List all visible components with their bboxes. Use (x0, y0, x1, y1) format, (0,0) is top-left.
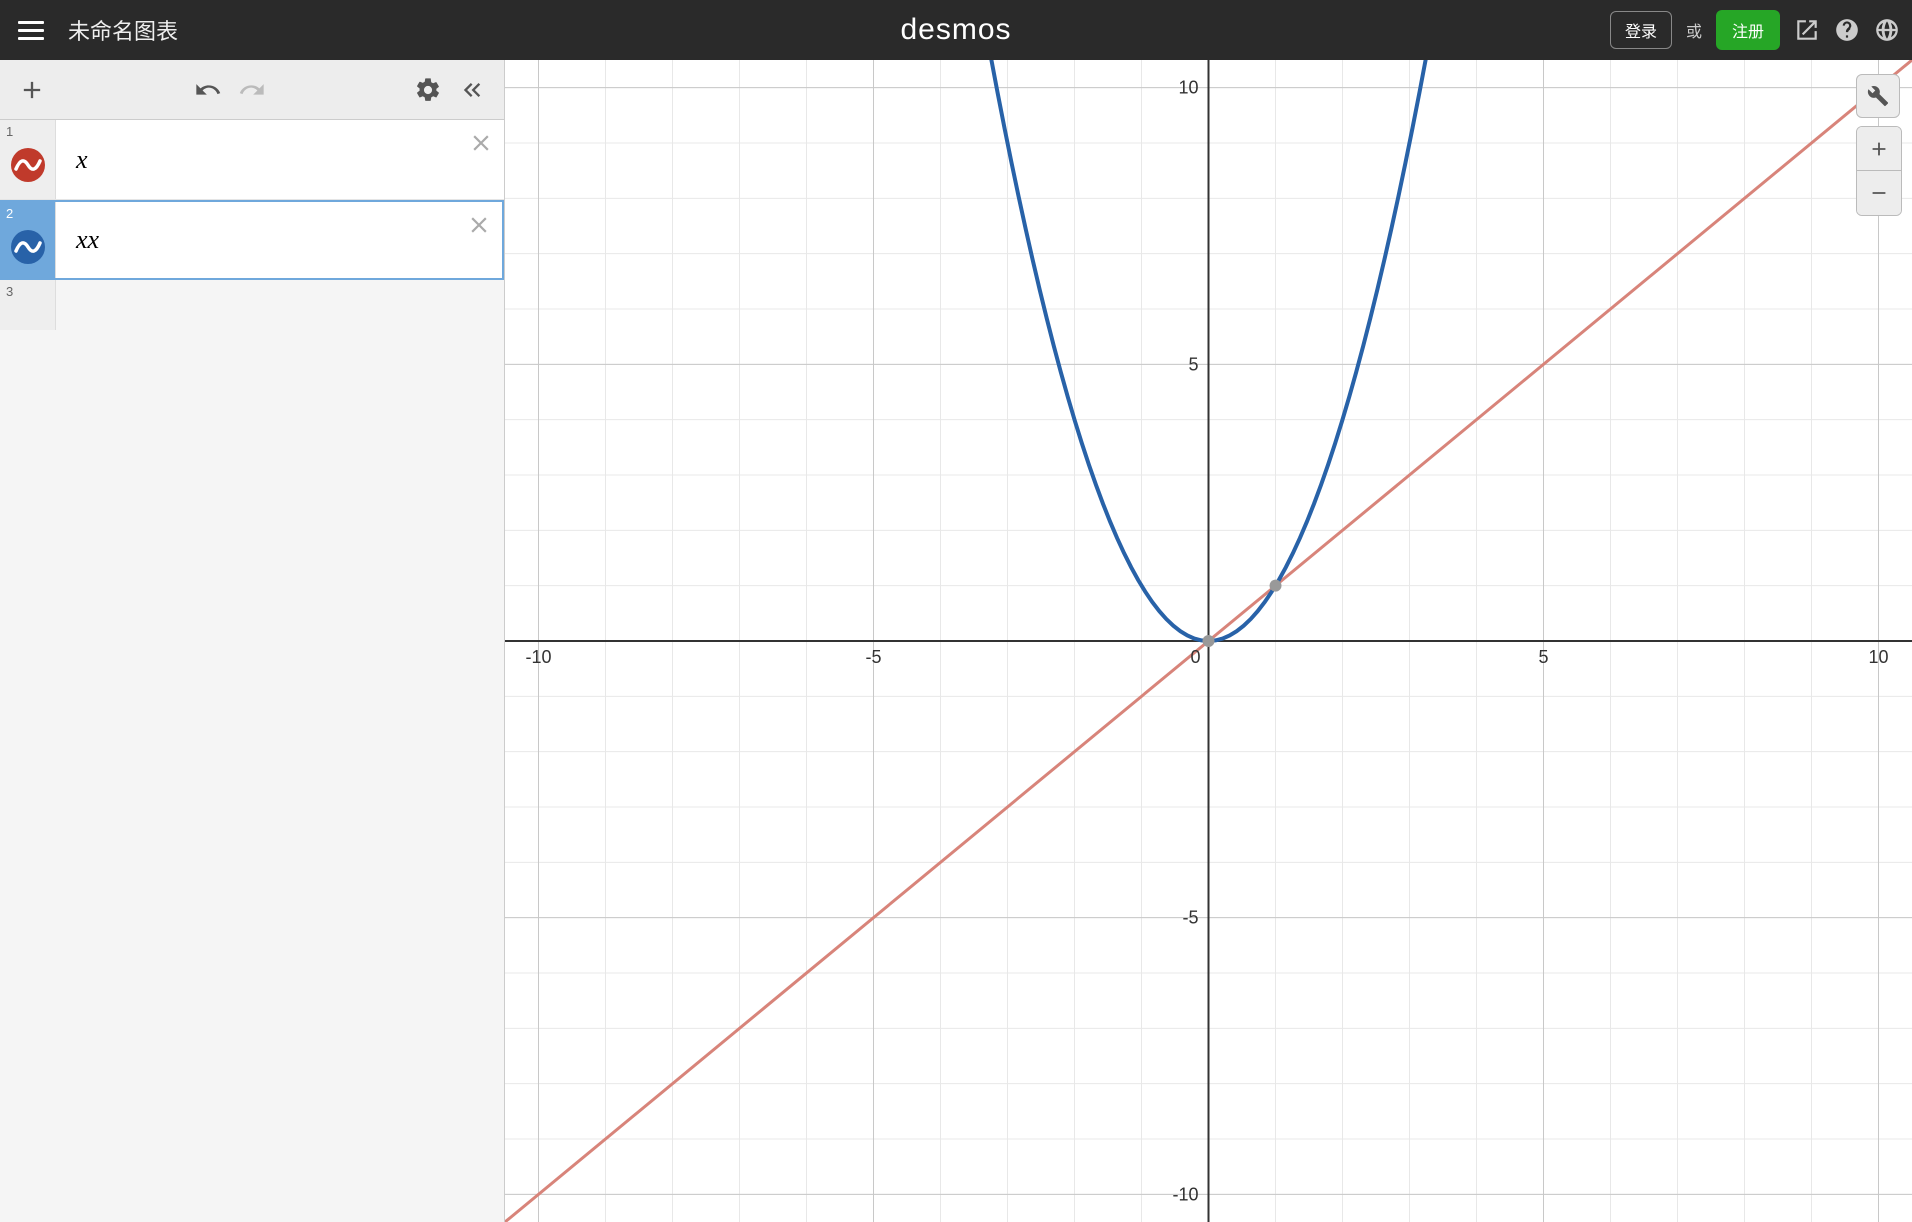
graph-area[interactable]: -10 -5 0 5 10 -10 -5 5 10 (505, 60, 1912, 1222)
expression-color-icon[interactable] (10, 229, 46, 265)
y-axis-label: 10 (1178, 78, 1198, 98)
zoom-out-button[interactable] (1857, 171, 1901, 215)
y-axis-label: -10 (1172, 1184, 1198, 1204)
x-axis-label: -10 (525, 647, 551, 667)
x-axis-label: 10 (1868, 647, 1888, 667)
expression-toolbar (0, 60, 504, 120)
graph-canvas[interactable]: -10 -5 0 5 10 -10 -5 5 10 (505, 60, 1912, 1222)
expression-row[interactable]: 1 x (0, 120, 504, 200)
expression-color-icon[interactable] (10, 147, 46, 183)
settings-button[interactable] (406, 68, 450, 112)
delete-expression-button[interactable] (466, 212, 492, 243)
app-header: 未命名图表 desmos 登录 或 注册 (0, 0, 1912, 60)
share-icon[interactable] (1794, 17, 1820, 43)
redo-button[interactable] (230, 68, 274, 112)
expression-input[interactable]: xx (56, 202, 502, 278)
graph-controls (1856, 74, 1902, 216)
x-axis-label: 0 (1190, 647, 1200, 667)
expression-number: 1 (0, 120, 19, 143)
x-axis-label: -5 (865, 647, 881, 667)
wrench-button[interactable] (1856, 74, 1900, 118)
login-button[interactable]: 登录 (1610, 11, 1672, 49)
expression-input[interactable]: x (56, 120, 504, 199)
or-text: 或 (1686, 18, 1702, 42)
add-expression-button[interactable] (10, 68, 54, 112)
x-axis-label: 5 (1538, 647, 1548, 667)
expressions-list: 1 x 2 xx 3 (0, 120, 504, 1222)
header-left: 未命名图表 (12, 14, 178, 46)
delete-expression-button[interactable] (468, 130, 494, 161)
header-right: 登录 或 注册 (1610, 10, 1900, 50)
undo-button[interactable] (186, 68, 230, 112)
collapse-sidebar-button[interactable] (450, 68, 494, 112)
expression-number: 2 (0, 202, 19, 225)
y-axis-label: 5 (1188, 354, 1198, 374)
expression-placeholder[interactable]: 3 (0, 280, 504, 330)
expression-number: 3 (0, 280, 19, 303)
desmos-logo: desmos (900, 13, 1011, 47)
expression-row[interactable]: 2 xx (0, 200, 504, 280)
expression-index-cell[interactable]: 2 (0, 202, 56, 278)
main-area: 1 x 2 xx 3 -10 -5 0 5 1 (0, 60, 1912, 1222)
y-axis-label: -5 (1182, 908, 1198, 928)
zoom-in-button[interactable] (1857, 127, 1901, 171)
menu-button[interactable] (12, 15, 50, 46)
expression-index-cell[interactable]: 1 (0, 120, 56, 199)
zoom-controls (1856, 126, 1902, 216)
graph-title[interactable]: 未命名图表 (68, 14, 178, 46)
signup-button[interactable]: 注册 (1716, 10, 1780, 50)
expression-sidebar: 1 x 2 xx 3 (0, 60, 505, 1222)
help-icon[interactable] (1834, 17, 1860, 43)
globe-icon[interactable] (1874, 17, 1900, 43)
